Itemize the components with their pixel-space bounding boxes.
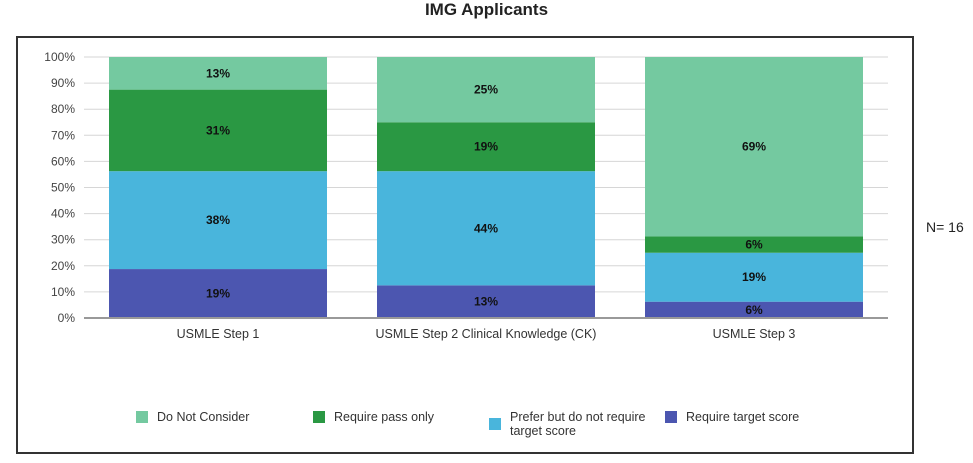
y-tick-label: 0% [58, 311, 76, 325]
y-tick-label: 90% [51, 76, 75, 90]
data-label: 31% [206, 123, 230, 137]
legend-swatch [313, 411, 325, 423]
data-label: 38% [206, 213, 230, 227]
bar-segment [109, 171, 327, 270]
bar-segment [377, 57, 595, 123]
y-tick-label: 60% [51, 154, 75, 168]
bar-segment [645, 301, 863, 318]
data-label: 19% [206, 287, 230, 301]
bar-segment [645, 252, 863, 302]
bar-segment [109, 89, 327, 172]
data-label: 19% [474, 140, 498, 154]
data-label: 69% [742, 140, 766, 154]
legend-label: Prefer but do not require target score [510, 410, 646, 438]
bar-segment [109, 269, 327, 318]
legend-swatch [489, 418, 501, 430]
x-tick-label: USMLE Step 1 [177, 327, 260, 341]
x-tick-label: USMLE Step 2 Clinical Knowledge (CK) [376, 327, 597, 341]
y-tick-label: 40% [51, 207, 75, 221]
data-label: 6% [745, 238, 763, 252]
y-tick-label: 10% [51, 285, 75, 299]
bar-segment [377, 285, 595, 318]
x-tick-label: USMLE Step 3 [713, 327, 796, 341]
data-label: 6% [745, 303, 763, 317]
legend-item: Prefer but do not require target score [489, 410, 660, 438]
y-tick-label: 100% [44, 50, 75, 64]
data-label: 44% [474, 221, 498, 235]
bar-segment [645, 57, 863, 237]
legend-item: Require target score [665, 410, 799, 424]
chart-frame [16, 36, 914, 454]
data-label: 13% [474, 295, 498, 309]
y-tick-label: 30% [51, 233, 75, 247]
legend-item: Do Not Consider [136, 410, 249, 424]
data-label: 25% [474, 83, 498, 97]
legend-swatch [136, 411, 148, 423]
y-tick-label: 50% [51, 181, 75, 195]
bar-segment [377, 122, 595, 172]
data-label: 13% [206, 66, 230, 80]
y-tick-label: 70% [51, 128, 75, 142]
y-tick-label: 80% [51, 102, 75, 116]
legend-label: Do Not Consider [157, 410, 250, 424]
bar-segment [377, 171, 595, 286]
legend-item: Require pass only [313, 410, 434, 424]
y-tick-label: 20% [51, 259, 75, 273]
chart-title: IMG Applicants [424, 0, 549, 19]
legend-label: Require pass only [334, 410, 435, 424]
sample-size-annotation: N= 16 [926, 219, 964, 235]
data-label: 19% [742, 270, 766, 284]
bar-segment [109, 57, 327, 90]
bar-segment [645, 236, 863, 253]
legend-label: Require target score [686, 410, 800, 424]
legend-swatch [665, 411, 677, 423]
